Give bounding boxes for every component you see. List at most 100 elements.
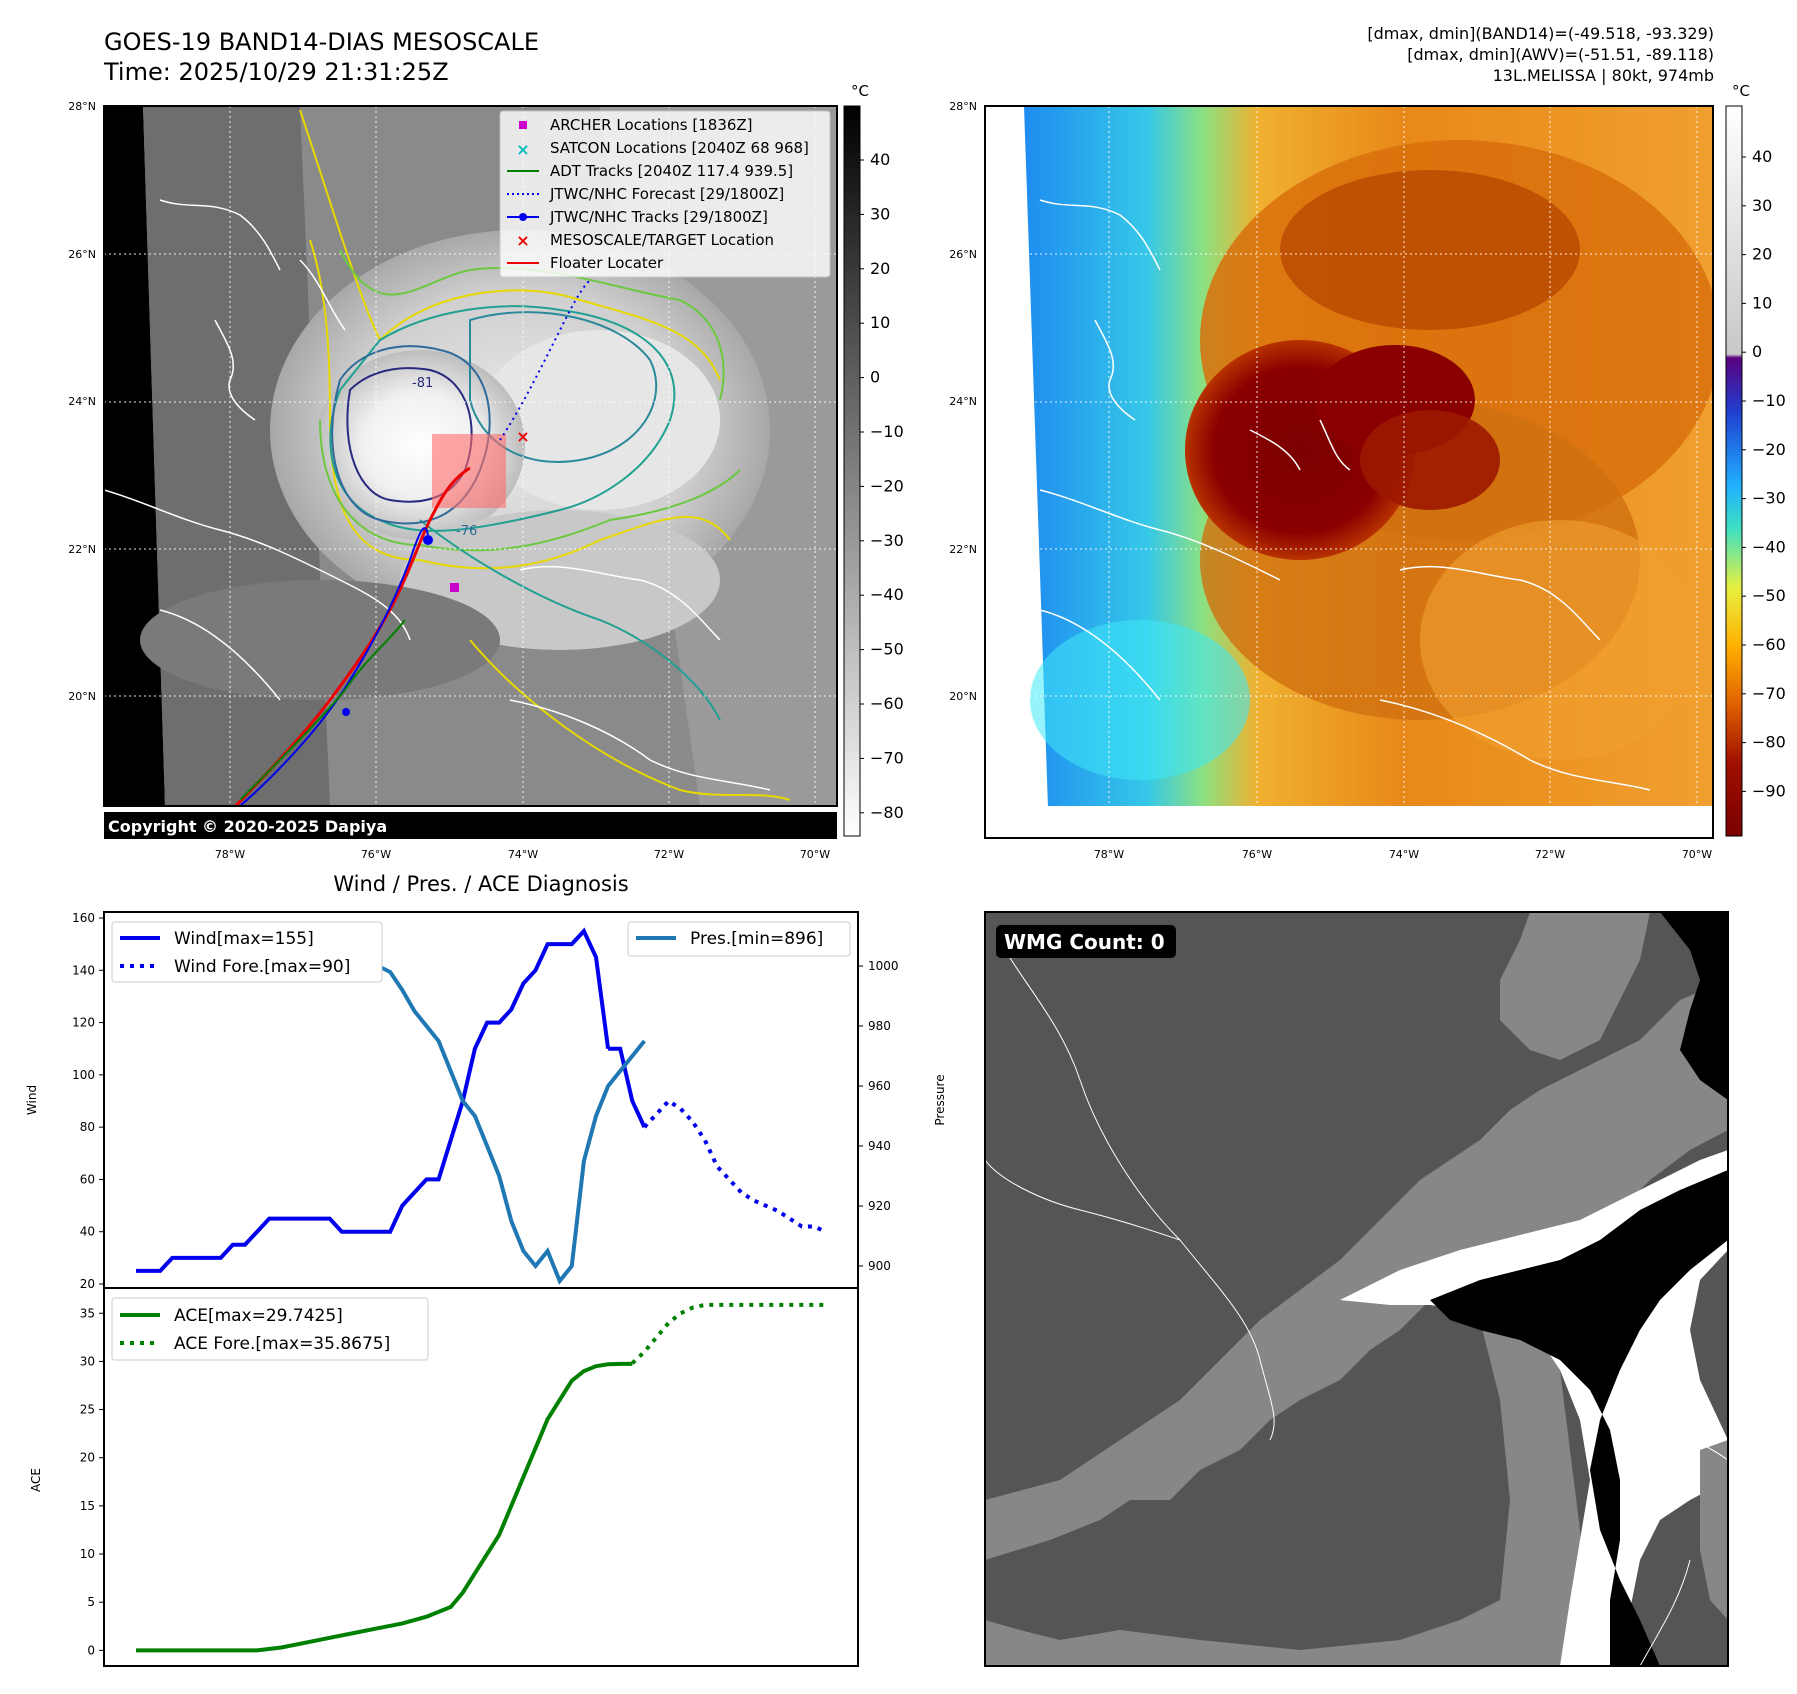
- wind-ytick-label: 60: [80, 1172, 95, 1186]
- lon-label: 72°W: [1535, 848, 1565, 861]
- svg-text:×: ×: [516, 231, 529, 250]
- copyright: Copyright © 2020-2025 Dapiya: [108, 817, 387, 836]
- ace-ytick-label: 0: [87, 1643, 95, 1657]
- lon-label: 72°W: [654, 848, 684, 861]
- ace-legend-label: ACE[max=29.7425]: [174, 1306, 343, 1326]
- wind-legend-label: Wind[max=155]: [174, 929, 314, 949]
- map-legend: × × ARCHER Locations [1836Z] SATCON Loca…: [499, 110, 831, 278]
- ace-legend: ACE[max=29.7425] ACE Fore.[max=35.8675]: [111, 1297, 429, 1361]
- nhc-track: [239, 527, 429, 806]
- archer-legend-marker: [519, 121, 527, 129]
- colorbar-gray-tick-label: −80: [870, 803, 904, 822]
- lat-label: 26°N: [68, 248, 96, 261]
- ace-ylabel: ACE: [29, 1468, 43, 1492]
- lat-label: 22°N: [68, 543, 96, 556]
- wind-fore-legend-label: Wind Fore.[max=90]: [174, 957, 350, 977]
- contour-label: -81: [412, 376, 433, 391]
- ace-ytick-label: 5: [87, 1595, 95, 1609]
- colorbar-color-tick-label: −50: [1752, 586, 1786, 605]
- wind-chart-series-1: [608, 1046, 647, 1128]
- colorbar-color-tick-label: −80: [1752, 733, 1786, 752]
- colorbar-gray-tick-label: −10: [870, 422, 904, 441]
- legend-target: MESOSCALE/TARGET Location: [550, 231, 774, 249]
- colorbar-color-tick-label: 30: [1752, 196, 1772, 215]
- wmg-count: WMG Count: 0: [1004, 930, 1165, 954]
- lon-label: 74°W: [508, 848, 538, 861]
- legend-adt: ADT Tracks [2040Z 117.4 939.5]: [550, 162, 793, 180]
- ace-ytick-label: 25: [80, 1403, 95, 1417]
- lat-label: 28°N: [949, 100, 977, 113]
- ace-ytick-label: 20: [80, 1451, 95, 1465]
- wind-ytick-label: 100: [72, 1068, 95, 1082]
- wind-chart-series-0: [136, 927, 611, 1273]
- adt-track: [239, 619, 406, 801]
- pressure-ytick-label: 920: [868, 1199, 891, 1213]
- lat-label: 24°N: [68, 395, 96, 408]
- colorbar-color: °C 40 30 20 10 0 −10 −20 −30 −40 −50 −60 −70 −80 −90: [1725, 82, 1786, 837]
- wind-legend: Wind[max=155] Wind Fore.[max=90]: [111, 921, 383, 983]
- ace-chart: 0 5 10 15 20 25 30 35 ACE ACE[max=29.7425] ACE For…: [29, 1287, 859, 1667]
- dmax-band14: [dmax, dmin](BAND14)=(-49.518, -93.329): [1367, 24, 1714, 43]
- colorbar-gray-tick-label: 40: [870, 150, 890, 169]
- pressure-legend-label: Pres.[min=896]: [690, 929, 823, 949]
- colorbar-gray: °C 40 30 20 10 0 −10 −20 −30 −40 −50 −60 −70 −80: [843, 82, 904, 837]
- legend-nhc-tracks: JTWC/NHC Tracks [29/1800Z]: [549, 208, 768, 226]
- colorbar-gray-tick-label: 30: [870, 204, 890, 223]
- colorbar-color-tick-label: −30: [1752, 489, 1786, 508]
- lat-label: 28°N: [68, 100, 96, 113]
- wind-ytick-label: 40: [80, 1225, 95, 1239]
- colorbar-unit: °C: [851, 82, 869, 100]
- legend-archer: ARCHER Locations [1836Z]: [550, 116, 753, 134]
- lon-label: 70°W: [800, 848, 830, 861]
- colorbar-color-tick-label: 0: [1752, 342, 1762, 361]
- colorbar-color-tick-label: −70: [1752, 684, 1786, 703]
- storm-info: 13L.MELISSA | 80kt, 974mb: [1493, 66, 1714, 85]
- ace-fore-legend-label: ACE Fore.[max=35.8675]: [174, 1334, 390, 1354]
- lon-label: 74°W: [1389, 848, 1419, 861]
- colorbar-gray-tick-label: −50: [870, 640, 904, 659]
- wind-ylabel: Wind: [25, 1085, 39, 1115]
- colorbar-gray-tick-label: −40: [870, 585, 904, 604]
- colorbar-color-tick-label: −10: [1752, 391, 1786, 410]
- lat-label: 20°N: [68, 690, 96, 703]
- pressure-legend: Pres.[min=896]: [627, 921, 851, 957]
- lon-label: 76°W: [361, 848, 391, 861]
- wmg-panel: WMG Count: 0: [984, 911, 1729, 1667]
- colorbar-gray-tick-label: −30: [870, 531, 904, 550]
- wind-ytick-label: 80: [80, 1120, 95, 1134]
- colorbar-color-tick-label: 40: [1752, 147, 1772, 166]
- lon-label: 78°W: [215, 848, 245, 861]
- colorbar-color-tick-label: −60: [1752, 635, 1786, 654]
- legend-floater: Floater Locater: [550, 254, 664, 272]
- wind-ytick-label: 140: [72, 963, 95, 977]
- colorbar-color-tick-label: −40: [1752, 537, 1786, 556]
- colorbar-color-tick-label: −90: [1752, 781, 1786, 800]
- wind-ytick-label: 160: [72, 911, 95, 925]
- dmax-awv: [dmax, dmin](AWV)=(-51.51, -89.118): [1407, 45, 1714, 64]
- lat-label: 20°N: [949, 690, 977, 703]
- figure-title: GOES-19 BAND14-DIAS MESOSCALE: [104, 28, 539, 56]
- lat-label: 22°N: [949, 543, 977, 556]
- nhc-forecast: [499, 279, 591, 441]
- pressure-ytick-label: 900: [868, 1259, 891, 1273]
- ace-series-0: [136, 1361, 633, 1653]
- pressure-ytick-label: 960: [868, 1079, 891, 1093]
- pressure-ytick-label: 980: [868, 1019, 891, 1033]
- colorbar-unit: °C: [1732, 82, 1750, 100]
- colorbar-gray-tick-label: 0: [870, 368, 880, 387]
- target-marker: ×: [516, 427, 529, 446]
- lon-label: 78°W: [1094, 848, 1124, 861]
- diagnosis-title: Wind / Pres. / ACE Diagnosis: [333, 872, 628, 896]
- ace-ytick-label: 30: [80, 1354, 95, 1368]
- figure-time: Time: 2025/10/29 21:31:25Z: [103, 58, 449, 86]
- contour-label: -76: [456, 524, 477, 539]
- pressure-ytick-label: 1000: [868, 959, 899, 973]
- color-map-panel: 28°N 26°N 24°N 22°N 20°N 78°W 76°W 74°W …: [949, 100, 1714, 861]
- colorbar-gray-tick-label: 10: [870, 313, 890, 332]
- pressure-ytick-label: 940: [868, 1139, 891, 1153]
- ace-ytick-label: 35: [80, 1306, 95, 1320]
- wind-chart-series-2: [642, 1098, 827, 1234]
- pressure-ylabel: Pressure: [933, 1074, 947, 1125]
- colorbar-gray-tick-label: −20: [870, 476, 904, 495]
